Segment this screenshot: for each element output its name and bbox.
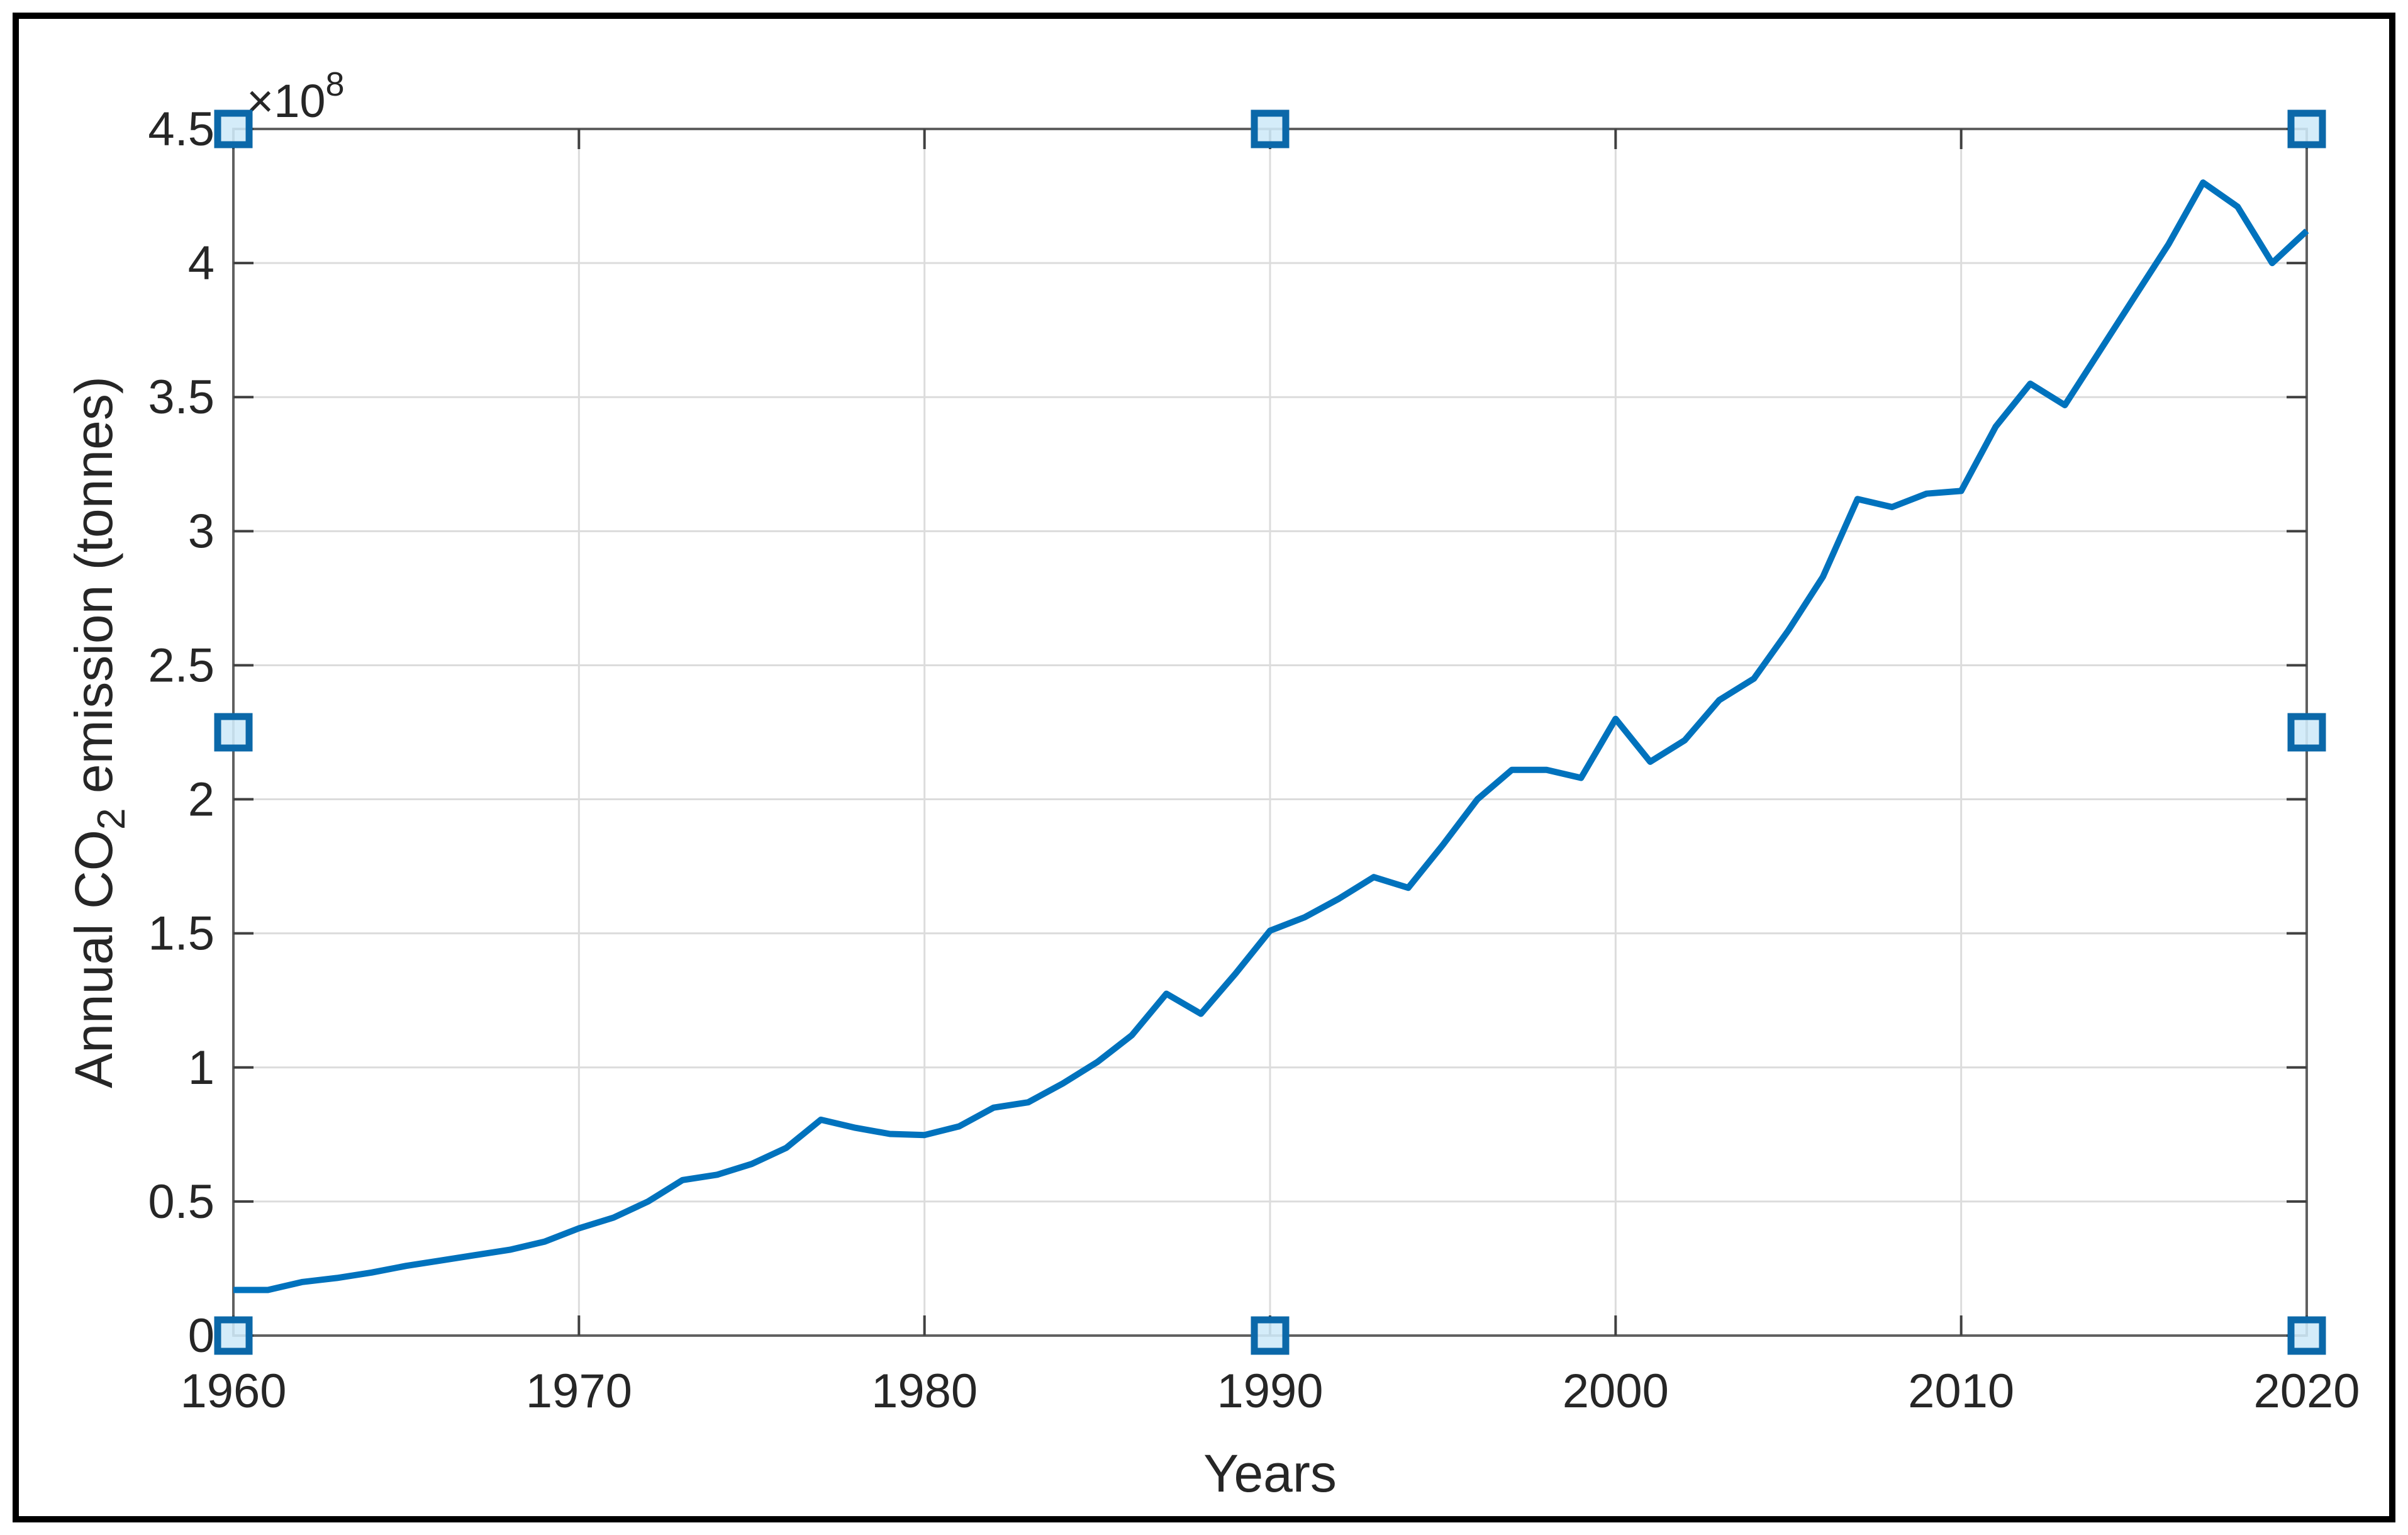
selection-handle-top-left[interactable] (214, 109, 253, 148)
x-tick-label: 1970 (526, 1365, 632, 1418)
y-tick-label: 1.5 (148, 907, 215, 961)
y-tick-label: 2 (188, 773, 215, 827)
y-tick-label: 4 (188, 237, 215, 290)
y-axis-exponent-label: ×108 (247, 65, 345, 127)
selection-handle-bottom-center[interactable] (1251, 1316, 1290, 1355)
y-tick-label: 1 (188, 1041, 215, 1095)
selection-handle-middle-left[interactable] (214, 713, 253, 752)
x-axis-label: Years (1203, 1444, 1337, 1503)
y-tick-label: 2.5 (148, 639, 215, 692)
y-tick-label: 3 (188, 505, 215, 558)
emissions-line-series[interactable] (233, 179, 2309, 1293)
y-tick-label: 0.5 (148, 1175, 215, 1229)
selection-handle-bottom-right[interactable] (2287, 1316, 2326, 1355)
y-tick-label: 3.5 (148, 371, 215, 424)
x-tick-label: 2020 (2253, 1365, 2360, 1418)
selection-handle-top-right[interactable] (2287, 109, 2326, 148)
selection-handles (214, 109, 2326, 1355)
x-tick-label: 1960 (180, 1365, 286, 1418)
y-tick-label: 4.5 (148, 103, 215, 156)
x-tick-label: 2010 (1908, 1365, 2014, 1418)
y-tick-label: 0 (188, 1309, 215, 1363)
x-tick-label: 1990 (1217, 1365, 1323, 1418)
figure-border (13, 13, 2395, 1522)
gridlines (233, 129, 2307, 1336)
axis-labels: 0 0.5 1 1.5 2 2.5 3 3.5 4 4.5 1960 1970 1980 1990 2000… (64, 65, 2360, 1503)
selection-handle-top-center[interactable] (1251, 109, 1290, 148)
selection-handle-middle-right[interactable] (2287, 713, 2326, 752)
selection-handle-bottom-left[interactable] (214, 1316, 253, 1355)
x-tick-label: 1980 (871, 1365, 978, 1418)
y-axis-label: Annual CO2 emission (tonnes) (64, 376, 133, 1088)
x-tick-label: 2000 (1563, 1365, 1669, 1418)
